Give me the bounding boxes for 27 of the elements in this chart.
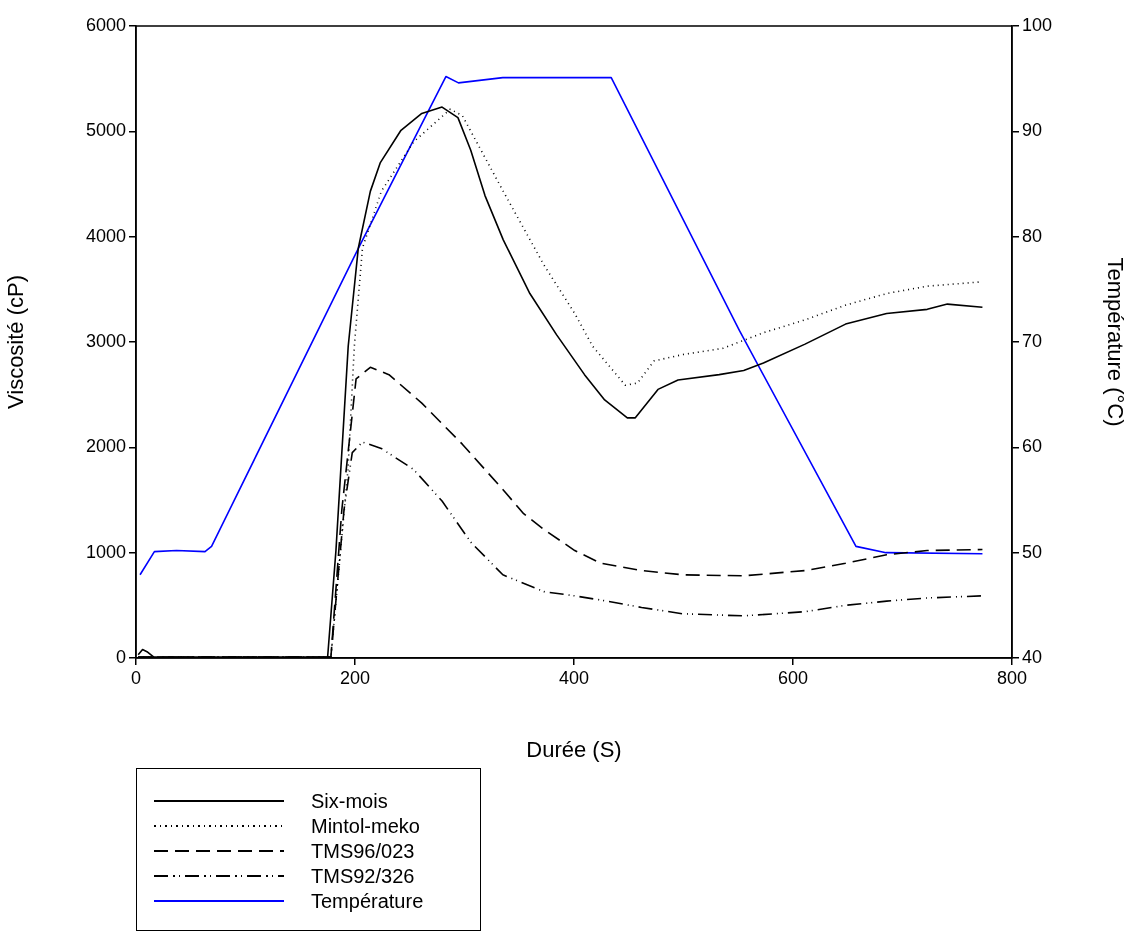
x-tick-label: 200 xyxy=(339,667,371,688)
y-tick-label: 1000 xyxy=(85,541,126,562)
y2-tick-label: 70 xyxy=(1022,330,1043,351)
x-tick-label: 600 xyxy=(777,667,809,688)
x-tick-label: 0 xyxy=(130,667,142,688)
y-tick-label: 4000 xyxy=(85,225,126,246)
y-tick-label: 3000 xyxy=(85,330,126,351)
legend-label: TMS92/326 xyxy=(311,864,415,888)
y-axis-title: Viscosité (cP) xyxy=(3,274,29,410)
legend-label: Température xyxy=(311,889,424,913)
y2-tick-label: 60 xyxy=(1022,436,1043,457)
x-tick-label: 400 xyxy=(558,667,590,688)
legend-label: TMS96/023 xyxy=(311,839,415,863)
y-tick-label: 2000 xyxy=(85,436,126,457)
y2-tick-label: 100 xyxy=(1022,14,1053,35)
y2-tick-label: 50 xyxy=(1022,541,1043,562)
y2-tick-label: 40 xyxy=(1022,646,1043,667)
y-tick-label: 6000 xyxy=(85,14,126,35)
x-tick-label: 800 xyxy=(996,667,1028,688)
legend-label: Six-mois xyxy=(311,789,388,813)
legend-label: Mintol-meko xyxy=(311,814,420,838)
y2-tick-label: 90 xyxy=(1022,120,1043,141)
x-axis-title: Durée (S) xyxy=(526,736,622,762)
y-tick-label: 5000 xyxy=(85,120,126,141)
y-tick-label: 0 xyxy=(115,646,126,667)
y2-axis-title: Température (°C) xyxy=(1102,257,1128,427)
y2-tick-label: 80 xyxy=(1022,225,1043,246)
